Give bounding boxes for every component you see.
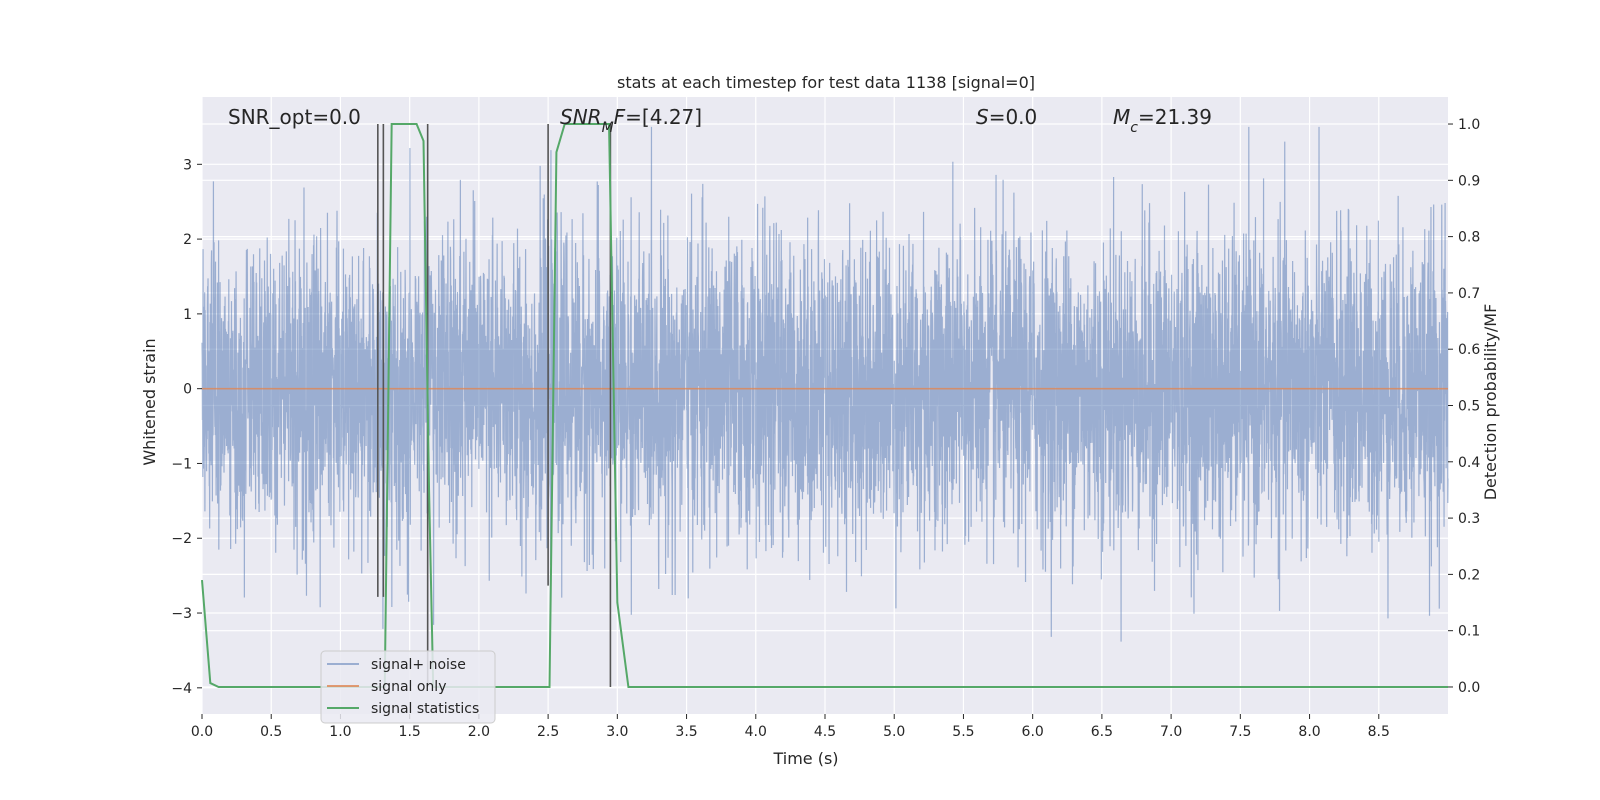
y-tick-label: −2 xyxy=(171,531,192,547)
y-tick-label: −1 xyxy=(171,456,192,472)
y-tick-label: 3 xyxy=(183,157,192,173)
y2-tick-label: 0.1 xyxy=(1458,624,1480,640)
x-tick-label: 8.5 xyxy=(1368,724,1390,740)
x-tick-label: 4.0 xyxy=(745,724,767,740)
y2-tick-label: 0.0 xyxy=(1458,680,1480,696)
x-tick-label: 8.0 xyxy=(1298,724,1320,740)
y2-tick-label: 0.8 xyxy=(1458,230,1480,246)
annotation-snr-mf: SNRMF=[4.27] xyxy=(560,105,702,136)
annotations: SNR_opt=0.0 SNRMF=[4.27] S=0.0 Mc=21.39 xyxy=(228,105,1212,136)
y2-tick-label: 0.6 xyxy=(1458,342,1480,358)
chart-title: stats at each timestep for test data 113… xyxy=(617,73,1035,92)
y-tick-label: −3 xyxy=(171,606,192,622)
x-axis-label: Time (s) xyxy=(772,749,838,768)
x-tick-label: 6.0 xyxy=(1022,724,1044,740)
y-tick-label: 1 xyxy=(183,307,192,323)
x-tick-label: 3.5 xyxy=(675,724,697,740)
noise-line xyxy=(201,126,1449,642)
y-tick-label: 2 xyxy=(183,232,192,248)
axis-ticks: 0.0 0.5 1.0 1.5 2.0 2.5 3.0 3.5 4.0 4.5 5.0 5.5 6.0 6… xyxy=(171,117,1480,740)
legend-label: signal+ noise xyxy=(371,657,466,673)
y-tick-label: −4 xyxy=(171,681,192,697)
x-tick-label: 3.0 xyxy=(606,724,628,740)
x-tick-label: 2.5 xyxy=(537,724,559,740)
legend-label: signal statistics xyxy=(371,701,479,717)
y2-tick-label: 0.9 xyxy=(1458,173,1480,189)
x-tick-label: 0.5 xyxy=(260,724,282,740)
annotation-snr-opt: SNR_opt=0.0 xyxy=(228,105,361,129)
x-tick-label: 2.0 xyxy=(468,724,490,740)
y2-tick-label: 0.3 xyxy=(1458,511,1480,527)
annotation-mc: Mc=21.39 xyxy=(1113,105,1212,136)
legend-label: signal only xyxy=(371,679,446,695)
x-tick-label: 7.5 xyxy=(1229,724,1251,740)
annotation-s-stat: S=0.0 xyxy=(976,105,1037,129)
x-tick-label: 0.0 xyxy=(191,724,213,740)
y2-axis-label: Detection probability/MF xyxy=(1481,304,1500,501)
y-axis-label: Whitened strain xyxy=(140,338,159,465)
y2-tick-label: 0.2 xyxy=(1458,567,1480,583)
noise-series xyxy=(201,126,1449,642)
legend-box xyxy=(320,650,496,724)
x-tick-label: 4.5 xyxy=(814,724,836,740)
x-tick-label: 5.5 xyxy=(952,724,974,740)
y2-tick-label: 0.5 xyxy=(1458,399,1480,415)
y-tick-label: 0 xyxy=(183,382,192,398)
x-tick-label: 1.0 xyxy=(329,724,351,740)
x-tick-label: 5.0 xyxy=(883,724,905,740)
legend: signal+ noise signal only signal statistic… xyxy=(320,650,496,724)
y2-tick-label: 0.7 xyxy=(1458,286,1480,302)
x-tick-label: 1.5 xyxy=(399,724,421,740)
x-tick-label: 6.5 xyxy=(1091,724,1113,740)
x-tick-label: 7.0 xyxy=(1160,724,1182,740)
y2-tick-label: 0.4 xyxy=(1458,455,1480,471)
y2-tick-label: 1.0 xyxy=(1458,117,1480,133)
